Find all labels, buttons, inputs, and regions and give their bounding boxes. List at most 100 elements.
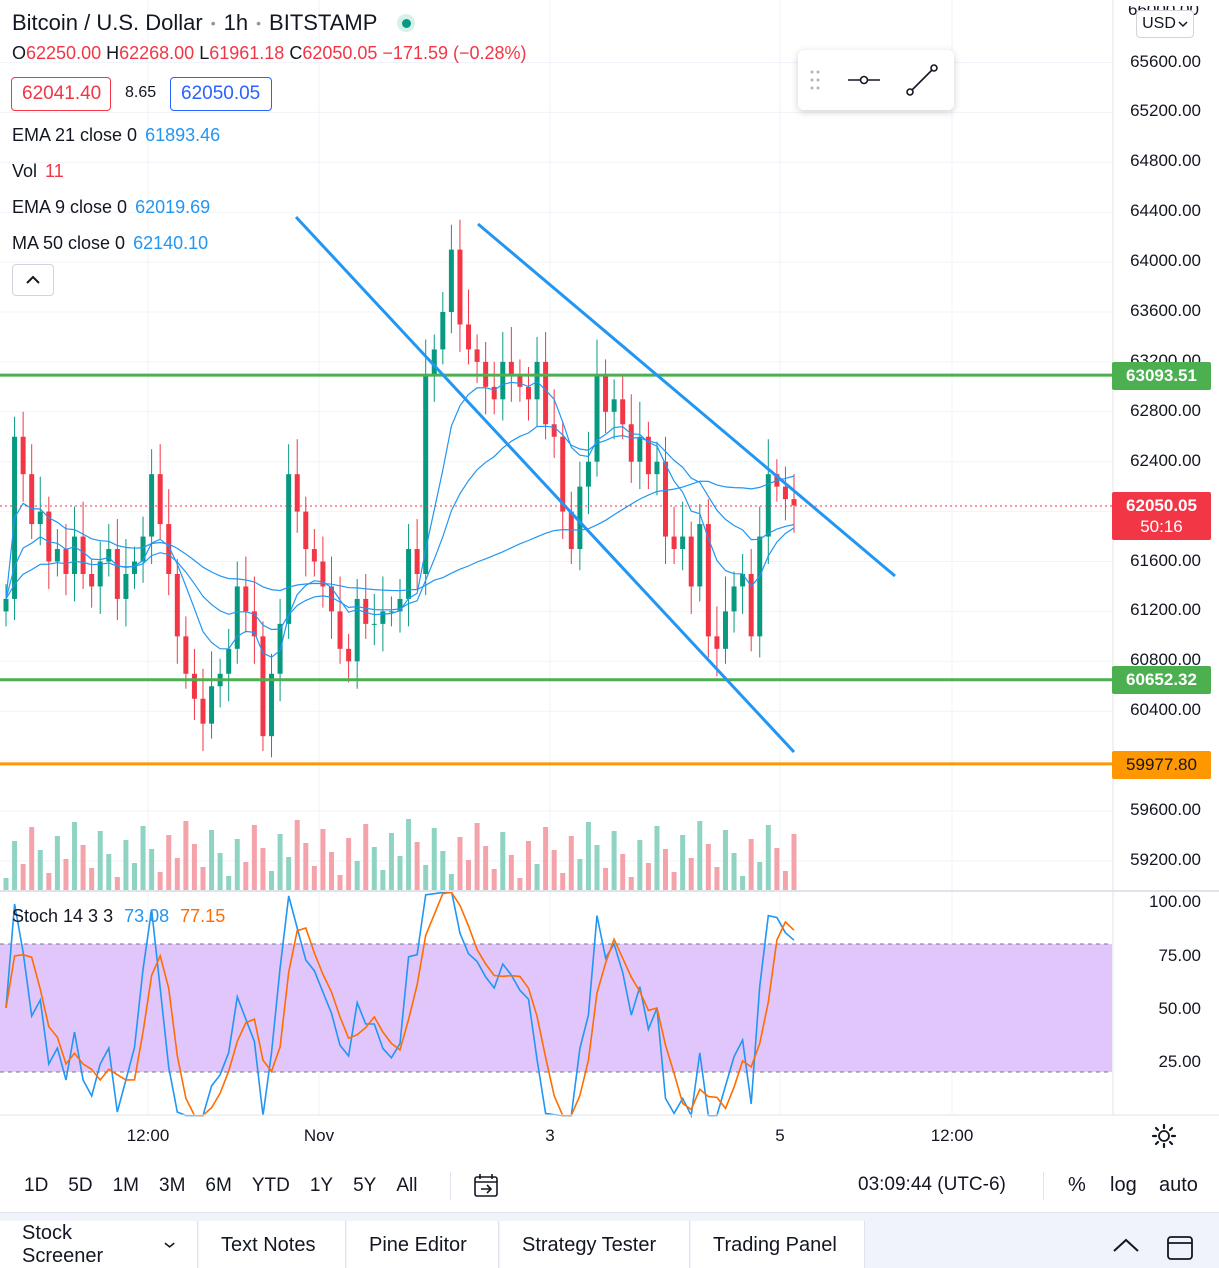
maximize-panel-icon[interactable] (1166, 1235, 1194, 1261)
candle-body (97, 561, 103, 587)
candle-body (457, 249, 463, 325)
volume-bar (748, 839, 754, 890)
volume-bar (200, 867, 206, 890)
candle-body (431, 349, 437, 375)
symbol-title[interactable]: Bitcoin / U.S. Dollar • 1h • BITSTAMP (12, 10, 416, 36)
volume-bar (243, 862, 249, 890)
horizontal-lines[interactable] (0, 373, 1112, 766)
stoch-legend[interactable]: Stoch 14 3 3 73.08 77.15 (12, 906, 225, 927)
candle-body (200, 698, 206, 724)
range-1m[interactable]: 1M (112, 1175, 139, 1196)
volume-bar (12, 841, 18, 890)
candle-body (508, 361, 514, 375)
candle-body (63, 549, 69, 574)
stoch-d-line (5, 891, 795, 1117)
settings-gear-icon[interactable] (1151, 1123, 1177, 1149)
price-chart[interactable] (0, 0, 1219, 1160)
time-label: 12:00 (126, 1126, 170, 1145)
horizontal-ray-icon[interactable] (846, 68, 882, 92)
currency-label: USD (1142, 15, 1176, 32)
range-ytd[interactable]: YTD (251, 1175, 290, 1196)
tab-text-notes[interactable]: Text Notes (199, 1221, 346, 1268)
buy-button[interactable]: 62050.05 (170, 77, 272, 111)
volume-bar (226, 876, 232, 890)
tab-strategy-tester[interactable]: Strategy Tester (500, 1221, 690, 1268)
indicator-ema9[interactable]: EMA 9 close 0 62019.69 (12, 197, 211, 217)
volume-bar (286, 857, 292, 890)
candle-body (757, 536, 763, 637)
range-1d[interactable]: 1D (24, 1175, 49, 1196)
last-price-value: 62050.05 (1126, 496, 1197, 515)
candle-body (37, 511, 43, 525)
range-3m[interactable]: 3M (159, 1175, 186, 1196)
indicator-ma50[interactable]: MA 50 close 0 62140.10 (12, 233, 209, 253)
currency-selector[interactable]: USD (1136, 10, 1194, 38)
price-tick-label: 60400.00 (1130, 700, 1201, 720)
trend-line-icon[interactable] (904, 62, 940, 98)
candle-body (29, 474, 35, 525)
trendlines[interactable] (294, 215, 896, 754)
percent-scale-toggle[interactable]: % (1068, 1174, 1086, 1196)
drawing-toolbar[interactable] (798, 50, 954, 110)
bottom-panel-bar: Stock Screener Text Notes Pine Editor St… (0, 1212, 1219, 1268)
market-status-icon[interactable] (397, 14, 416, 32)
range-6m[interactable]: 6M (205, 1175, 232, 1196)
volume-bar (3, 878, 9, 890)
candle-body (637, 436, 643, 462)
collapse-legend-button[interactable] (12, 264, 54, 296)
volume-bar (354, 861, 360, 890)
range-all[interactable]: All (396, 1175, 418, 1196)
candle-body (551, 424, 557, 437)
tab-trading-panel[interactable]: Trading Panel (691, 1221, 865, 1268)
volume-bar (551, 850, 557, 890)
candle-body (791, 499, 797, 506)
candle-body (269, 673, 275, 737)
goto-date-icon[interactable] (472, 1172, 500, 1200)
volume-bar (740, 876, 746, 890)
clock-display[interactable]: 03:09:44 (UTC-6) (858, 1174, 1006, 1195)
price-tick-label: 64000.00 (1130, 251, 1201, 271)
sell-button[interactable]: 62041.40 (11, 77, 111, 111)
range-1y[interactable]: 1Y (309, 1175, 334, 1196)
volume-bar (654, 826, 660, 890)
chevron-down-icon (164, 1242, 175, 1248)
volume-bar (140, 826, 146, 890)
volume-bar (114, 877, 120, 890)
separator-dot: • (256, 15, 262, 31)
range-5d[interactable]: 5D (68, 1175, 93, 1196)
volume-bar (714, 867, 720, 890)
indicator-ema21[interactable]: EMA 21 close 0 61893.46 (12, 125, 221, 145)
auto-scale-toggle[interactable]: auto (1159, 1174, 1198, 1196)
tab-pine-editor[interactable]: Pine Editor (347, 1221, 499, 1268)
candle-body (337, 611, 343, 649)
tab-label: Trading Panel (713, 1233, 837, 1256)
price-tick-label: 64800.00 (1130, 151, 1201, 171)
volume-bar (560, 873, 566, 890)
candle-body (491, 386, 497, 400)
drag-handle-icon[interactable] (808, 68, 822, 92)
chevron-up-icon[interactable] (1112, 1237, 1140, 1253)
candle-body (543, 361, 549, 425)
tab-label: Strategy Tester (522, 1233, 657, 1256)
price-tick-label: 65600.00 (1130, 51, 1201, 71)
volume-bar (217, 853, 223, 890)
tab-stock-screener[interactable]: Stock Screener (0, 1221, 198, 1268)
volume-bar (363, 824, 369, 890)
price-tick-label: 64400.00 (1130, 201, 1201, 221)
volume-bar (97, 831, 103, 890)
price-tick-label: 63600.00 (1130, 301, 1201, 320)
spread-value: 8.65 (125, 84, 157, 101)
candle-body (311, 549, 317, 562)
indicator-volume[interactable]: Vol 11 (12, 161, 64, 181)
channel-upper-trendline (477, 222, 896, 578)
log-scale-toggle[interactable]: log (1110, 1174, 1137, 1196)
range-5y[interactable]: 5Y (353, 1175, 377, 1196)
candle-body (371, 623, 377, 625)
separator-dot: • (210, 15, 216, 31)
candle-body (251, 611, 257, 637)
volume-bar (54, 836, 60, 890)
volume-bar (568, 836, 574, 890)
time-label: Nov (303, 1126, 335, 1145)
volume-bar (191, 844, 197, 890)
candle-body (397, 598, 403, 612)
